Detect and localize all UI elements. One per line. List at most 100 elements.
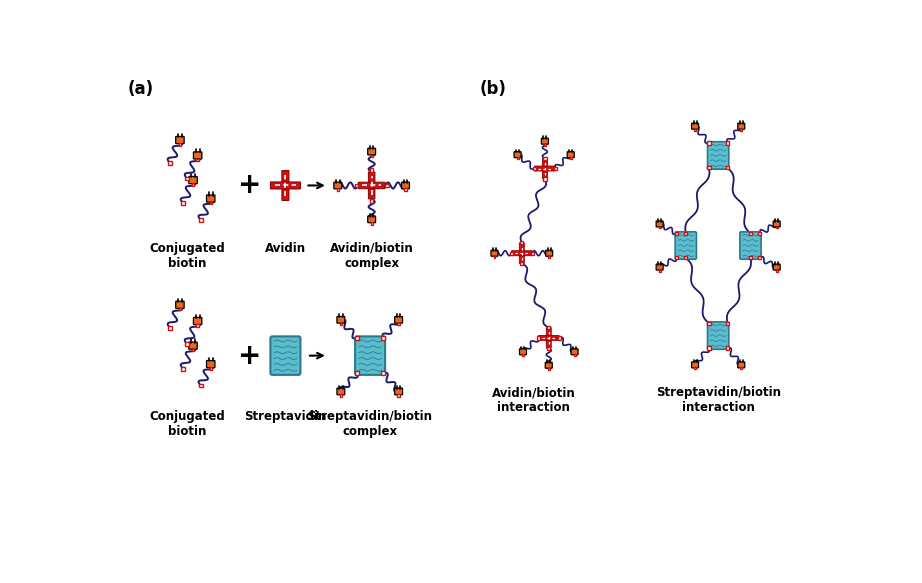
Bar bbox=[371, 222, 372, 224]
Bar bbox=[707, 166, 711, 170]
FancyBboxPatch shape bbox=[334, 182, 342, 189]
FancyBboxPatch shape bbox=[774, 221, 780, 227]
Bar bbox=[522, 354, 524, 356]
Bar bbox=[694, 367, 696, 370]
FancyBboxPatch shape bbox=[656, 221, 663, 227]
Bar bbox=[209, 367, 212, 370]
Text: (b): (b) bbox=[479, 80, 506, 98]
Bar bbox=[675, 256, 679, 259]
FancyBboxPatch shape bbox=[402, 182, 409, 189]
FancyBboxPatch shape bbox=[738, 123, 745, 129]
Text: Conjugated
biotin: Conjugated biotin bbox=[149, 242, 225, 270]
FancyBboxPatch shape bbox=[707, 142, 728, 169]
Bar bbox=[726, 322, 729, 325]
Bar bbox=[339, 395, 342, 396]
FancyBboxPatch shape bbox=[270, 182, 301, 189]
FancyBboxPatch shape bbox=[707, 322, 728, 349]
Bar bbox=[537, 336, 540, 339]
Text: +: + bbox=[238, 342, 262, 370]
FancyBboxPatch shape bbox=[491, 250, 498, 256]
FancyBboxPatch shape bbox=[538, 335, 559, 340]
Bar bbox=[371, 154, 372, 157]
Bar bbox=[182, 367, 184, 371]
Bar bbox=[370, 199, 373, 202]
Bar bbox=[658, 270, 660, 272]
FancyBboxPatch shape bbox=[542, 158, 548, 179]
Bar bbox=[510, 252, 513, 255]
FancyBboxPatch shape bbox=[656, 264, 663, 270]
Bar bbox=[547, 347, 550, 350]
Bar bbox=[543, 156, 547, 160]
FancyBboxPatch shape bbox=[368, 216, 375, 223]
Bar bbox=[199, 218, 203, 222]
Text: Streptavidin/biotin
complex: Streptavidin/biotin complex bbox=[308, 409, 432, 437]
Bar bbox=[707, 142, 711, 145]
Bar bbox=[185, 342, 189, 346]
FancyBboxPatch shape bbox=[541, 138, 549, 144]
Text: (a): (a) bbox=[127, 80, 154, 98]
Bar bbox=[179, 308, 181, 310]
Bar bbox=[543, 177, 547, 181]
Bar bbox=[179, 143, 181, 146]
Bar bbox=[382, 371, 385, 375]
FancyBboxPatch shape bbox=[368, 148, 375, 155]
Bar bbox=[209, 202, 212, 204]
Bar bbox=[355, 336, 359, 340]
Bar bbox=[684, 256, 688, 259]
Bar bbox=[520, 262, 524, 265]
Bar bbox=[758, 231, 762, 235]
Bar bbox=[775, 227, 777, 229]
Bar bbox=[694, 129, 696, 131]
FancyBboxPatch shape bbox=[282, 170, 289, 201]
Bar bbox=[740, 367, 742, 370]
Bar bbox=[707, 322, 711, 325]
FancyBboxPatch shape bbox=[189, 342, 197, 349]
Bar bbox=[570, 157, 572, 159]
Bar bbox=[196, 159, 199, 161]
FancyBboxPatch shape bbox=[571, 349, 578, 355]
Text: Streptavidin: Streptavidin bbox=[244, 409, 326, 423]
Bar bbox=[758, 256, 762, 259]
Bar bbox=[168, 161, 171, 165]
Text: Streptavidin/biotin
interaction: Streptavidin/biotin interaction bbox=[656, 387, 781, 415]
Bar bbox=[382, 336, 385, 340]
Text: +: + bbox=[238, 171, 262, 199]
FancyBboxPatch shape bbox=[675, 232, 696, 259]
FancyBboxPatch shape bbox=[514, 152, 521, 157]
Text: Avidin/biotin
complex: Avidin/biotin complex bbox=[330, 242, 414, 270]
Bar bbox=[339, 323, 342, 325]
FancyBboxPatch shape bbox=[567, 152, 574, 157]
FancyBboxPatch shape bbox=[194, 317, 202, 325]
Bar bbox=[337, 188, 339, 191]
FancyBboxPatch shape bbox=[774, 264, 780, 270]
Bar bbox=[199, 384, 203, 388]
Bar bbox=[548, 368, 550, 370]
FancyBboxPatch shape bbox=[545, 362, 552, 368]
FancyBboxPatch shape bbox=[738, 362, 745, 368]
Bar bbox=[549, 256, 550, 258]
Text: Avidin: Avidin bbox=[265, 242, 306, 255]
FancyBboxPatch shape bbox=[546, 250, 552, 256]
Bar bbox=[196, 324, 199, 326]
Bar bbox=[726, 142, 729, 145]
FancyBboxPatch shape bbox=[512, 251, 532, 256]
Bar bbox=[573, 354, 575, 356]
Bar bbox=[397, 395, 400, 396]
Bar bbox=[355, 184, 358, 187]
Bar bbox=[533, 167, 536, 170]
Bar bbox=[658, 227, 660, 229]
Bar bbox=[192, 183, 195, 186]
FancyBboxPatch shape bbox=[176, 301, 184, 308]
FancyBboxPatch shape bbox=[369, 172, 375, 199]
Bar bbox=[493, 256, 495, 258]
Bar bbox=[775, 270, 777, 272]
FancyBboxPatch shape bbox=[337, 317, 345, 323]
Text: Avidin/biotin
interaction: Avidin/biotin interaction bbox=[491, 387, 575, 415]
Bar bbox=[192, 349, 195, 351]
FancyBboxPatch shape bbox=[270, 336, 301, 375]
FancyBboxPatch shape bbox=[692, 362, 699, 368]
Bar bbox=[182, 201, 184, 205]
Bar bbox=[726, 166, 729, 170]
FancyBboxPatch shape bbox=[395, 388, 403, 395]
Bar bbox=[355, 371, 359, 375]
